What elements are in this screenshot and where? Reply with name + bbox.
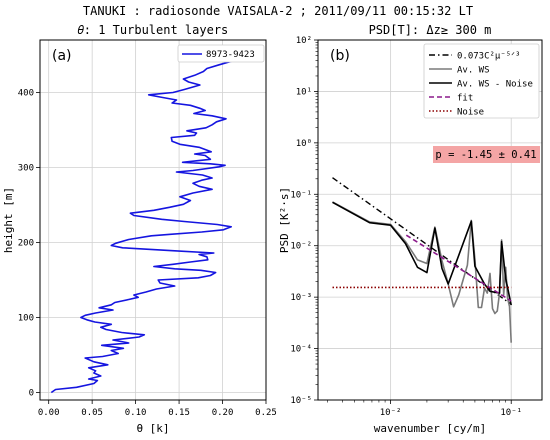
annotation-box (433, 146, 540, 163)
legend: 8973-9423 (177, 44, 265, 63)
panel-title: 𝜃: 1 Turbulent layers (78, 23, 229, 37)
panel-b-chart: 10⁻² 10⁻¹ 10⁻⁵ 10⁻⁴ 10⁻³ 10⁻² 10⁻¹ 10⁰ 10¹ 10² PSD… (278, 23, 543, 435)
legend-label: 0.073C²μ⁻⁵ᐟ³ (457, 52, 520, 62)
y-tick-label: 10⁻⁴ (290, 345, 312, 355)
legend-label: Av. WS (457, 66, 490, 76)
y-tick-label: 200 (18, 239, 34, 249)
x-tick-label: 0.25 (255, 408, 277, 418)
legend-label: Noise (457, 108, 484, 118)
series-line-2 (332, 201, 512, 306)
legend-label: Av. WS - Noise (457, 80, 533, 90)
y-tick-label: 10⁻² (290, 242, 312, 252)
legend-label: fit (457, 94, 473, 104)
legend-label: 8973-9423 (206, 50, 255, 60)
series-line-3 (405, 234, 512, 302)
y-tick-label: 10⁻⁵ (290, 396, 312, 406)
y-tick-label: 10⁰ (296, 139, 312, 149)
x-tick-label: 0.15 (168, 408, 190, 418)
y-tick-label: 10⁻¹ (290, 190, 312, 200)
annotation-text: p = -1.45 ± 0.41 (435, 149, 536, 161)
y-tick-label: 10⁻³ (290, 293, 312, 303)
y-tick-label: 10¹ (296, 87, 312, 97)
series-line-0 (50, 54, 255, 394)
y-tick-label: 100 (18, 314, 34, 324)
x-tick-label: 0.05 (81, 408, 103, 418)
legend: 0.073C²μ⁻⁵ᐟ³ Av. WS Av. WS - Noise fit Noise (423, 43, 540, 119)
y-axis-label: height [m] (2, 187, 15, 253)
y-tick-label: 400 (18, 89, 34, 99)
legend-box (423, 43, 540, 119)
x-axis-label: θ [k] (136, 422, 169, 435)
figure-title: TANUKI : radiosonde VAISALA-2 ; 2011/09/… (83, 4, 473, 18)
legend-box (177, 44, 265, 63)
x-tick-label: 0.00 (38, 408, 60, 418)
plot-frame (317, 39, 543, 401)
series-line-1 (332, 201, 512, 343)
panel-a-chart: 0.00 0.05 0.10 0.15 0.20 0.25 0 100 200 300 400 𝜃: … (2, 23, 277, 435)
y-tick-label: 0 (29, 389, 34, 399)
y-tick-label: 300 (18, 164, 34, 174)
series-line-0 (332, 177, 512, 305)
annotation: p = -1.45 ± 0.41 (433, 146, 540, 163)
x-tick-label: 0.10 (125, 408, 147, 418)
y-tick-label: 10² (296, 36, 312, 46)
x-tick-label: 10⁻¹ (500, 408, 522, 418)
plot-frame (39, 39, 267, 401)
y-axis-label: PSD [K²·s] (278, 187, 291, 253)
x-axis-label: wavenumber [cy/m] (374, 422, 487, 435)
panel-label: (a) (52, 48, 72, 64)
x-tick-label: 10⁻² (380, 408, 402, 418)
x-tick-label: 0.20 (212, 408, 234, 418)
panel-label: (b) (330, 48, 350, 64)
panel-title: PSD[T]: Δz≥ 300 m (369, 23, 492, 37)
